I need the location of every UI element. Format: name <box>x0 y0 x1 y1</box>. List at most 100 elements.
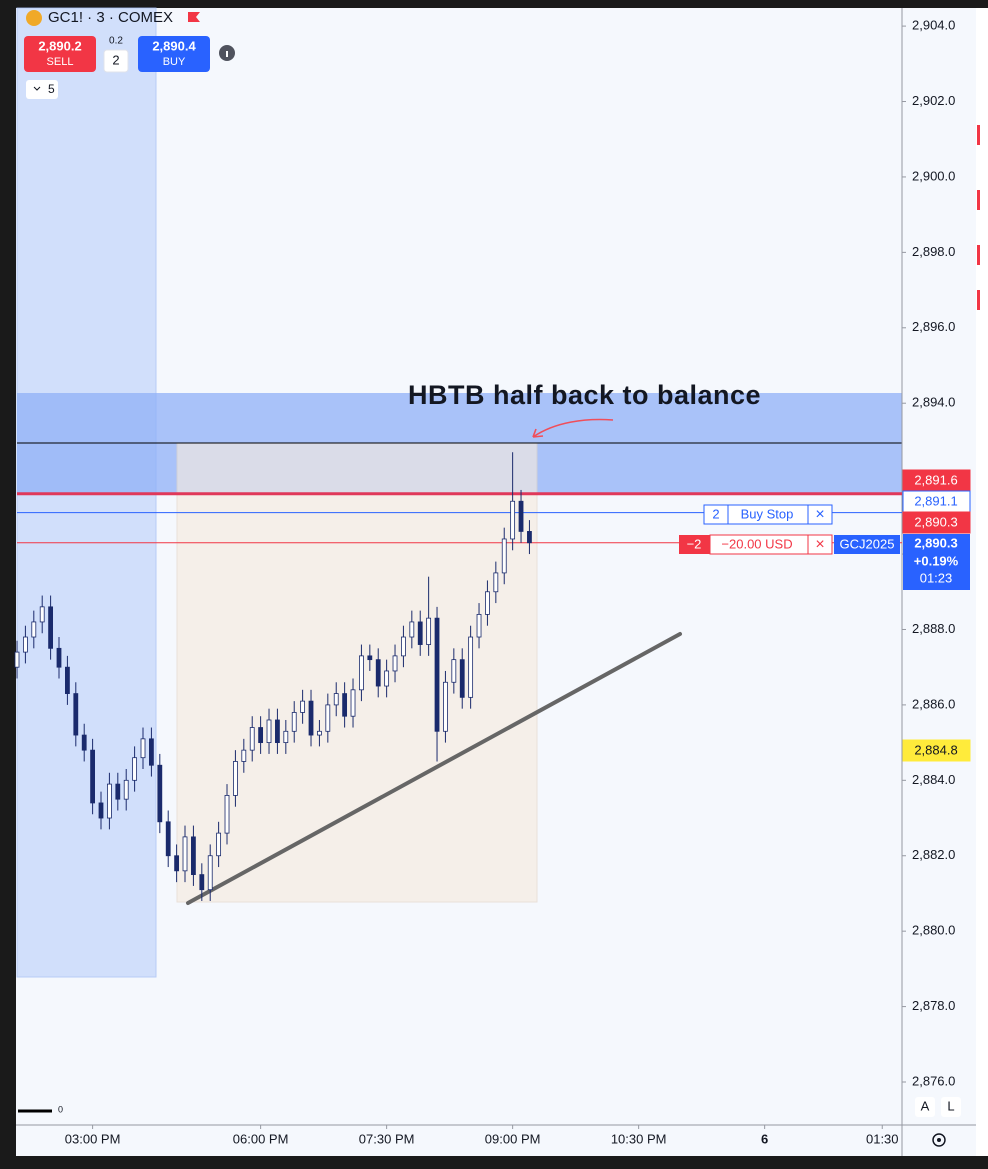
y-tick-label: 2,904.0 <box>912 18 955 33</box>
candle-body <box>207 855 213 891</box>
price-tag <box>902 739 971 762</box>
settings-icon[interactable] <box>932 1133 946 1147</box>
candle-body <box>283 730 289 744</box>
volume-label: 0 <box>58 1104 63 1114</box>
collapse-count: 5 <box>48 82 55 96</box>
x-tick-label: 09:00 PM <box>485 1131 541 1146</box>
last-price-change: +0.19% <box>914 553 959 568</box>
last-price-label: 2,890.3 <box>914 535 957 550</box>
position-box <box>709 534 833 555</box>
candle-body <box>182 836 188 872</box>
y-tick-label: 2,900.0 <box>912 168 955 183</box>
candle <box>375 648 381 698</box>
candle-body <box>367 655 373 661</box>
candle <box>233 750 238 807</box>
candle-body <box>392 655 398 672</box>
annotation-arrow <box>532 418 614 438</box>
candle <box>510 452 516 551</box>
countdown: 01:23 <box>920 570 953 585</box>
candle-body <box>65 666 70 694</box>
side-mark <box>977 245 980 265</box>
candle <box>207 844 213 901</box>
candle-body <box>417 621 423 645</box>
position-qty-box[interactable] <box>679 535 710 554</box>
x-tick-label: 03:00 PM <box>65 1131 121 1146</box>
quantity-box[interactable] <box>103 49 129 73</box>
candle-body <box>518 500 524 532</box>
candle-body <box>426 617 432 645</box>
candle <box>191 825 196 886</box>
contract-symbol: GCJ2025 <box>840 536 895 551</box>
info-glyph <box>226 51 228 57</box>
log-button[interactable] <box>941 1097 961 1117</box>
candle <box>216 821 222 868</box>
candle <box>165 810 171 868</box>
symbol-box <box>834 535 900 554</box>
candle <box>459 648 465 709</box>
flag[interactable] <box>188 12 200 22</box>
candle <box>14 640 20 679</box>
buy-button[interactable] <box>138 36 210 72</box>
order-close[interactable]: × <box>815 506 824 523</box>
candle-body <box>275 719 280 744</box>
sell-button[interactable] <box>24 36 96 72</box>
candle-body <box>325 704 331 732</box>
x-tick-label: 10:30 PM <box>611 1131 667 1146</box>
candle-body <box>527 531 532 544</box>
candle-body <box>384 670 390 687</box>
position-pnl: −20.00 USD <box>721 536 792 551</box>
candle-body <box>468 636 474 698</box>
candle <box>308 689 314 747</box>
auto-button[interactable] <box>915 1097 935 1117</box>
candle <box>325 693 331 743</box>
sell-price: 2,890.2 <box>38 38 81 53</box>
candle <box>350 678 356 728</box>
candle-body <box>174 855 180 872</box>
y-tick-label: 2,880.0 <box>912 923 955 938</box>
candle-body <box>23 636 28 653</box>
candle-body <box>98 802 104 819</box>
candle <box>401 625 406 668</box>
candle-body <box>249 727 255 751</box>
buy-price: 2,890.4 <box>152 38 196 53</box>
candle-body <box>14 651 20 668</box>
candle <box>23 625 28 664</box>
spread: 0.2 <box>109 36 123 47</box>
candle-body <box>31 621 37 638</box>
candle-body <box>149 738 154 766</box>
candle <box>199 863 205 901</box>
candle-body <box>258 727 264 744</box>
candle-body <box>199 874 205 891</box>
axis-buttons: A L <box>915 1097 961 1147</box>
collapse-button[interactable] <box>26 80 58 99</box>
candle-body <box>300 700 306 713</box>
annotation: HBTB half back to balance <box>408 380 761 410</box>
candle <box>485 580 490 626</box>
candle-body <box>359 655 364 691</box>
candle-body <box>333 693 339 706</box>
candle <box>434 606 440 762</box>
candle-body <box>39 606 45 623</box>
candle-body <box>241 749 247 762</box>
candle-body <box>459 659 465 698</box>
candle-body <box>350 689 356 717</box>
order-box[interactable] <box>703 504 833 525</box>
price-tag-label: 2,890.3 <box>914 514 957 529</box>
candle <box>56 637 62 679</box>
trendline <box>186 632 682 905</box>
symbol[interactable]: GC1! · 3 · COMEX <box>48 9 173 26</box>
candle-body <box>409 621 415 638</box>
candle <box>493 561 499 604</box>
position-close[interactable]: × <box>815 536 824 553</box>
candle <box>359 644 364 702</box>
y-tick-label: 2,896.0 <box>912 319 955 334</box>
side-mark <box>977 290 980 310</box>
x-tick-label: 07:30 PM <box>359 1131 415 1146</box>
order-label: Buy Stop <box>741 506 794 521</box>
candle <box>451 648 457 694</box>
candle <box>417 610 423 656</box>
sell-label: SELL <box>47 56 74 68</box>
log-label: L <box>947 1098 954 1113</box>
candle-body <box>342 693 348 717</box>
